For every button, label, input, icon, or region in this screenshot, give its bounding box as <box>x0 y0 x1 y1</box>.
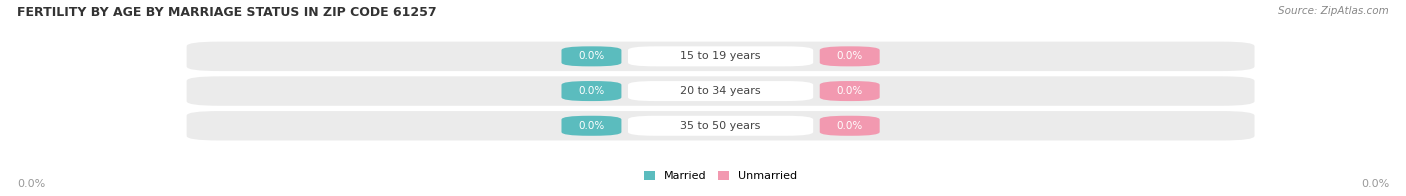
Text: Source: ZipAtlas.com: Source: ZipAtlas.com <box>1278 6 1389 16</box>
Text: FERTILITY BY AGE BY MARRIAGE STATUS IN ZIP CODE 61257: FERTILITY BY AGE BY MARRIAGE STATUS IN Z… <box>17 6 436 19</box>
FancyBboxPatch shape <box>628 81 813 101</box>
Text: 20 to 34 years: 20 to 34 years <box>681 86 761 96</box>
Text: 0.0%: 0.0% <box>578 51 605 61</box>
FancyBboxPatch shape <box>628 116 813 136</box>
FancyBboxPatch shape <box>820 116 880 136</box>
FancyBboxPatch shape <box>561 116 621 136</box>
FancyBboxPatch shape <box>628 46 813 66</box>
FancyBboxPatch shape <box>187 111 1254 141</box>
FancyBboxPatch shape <box>187 76 1254 106</box>
FancyBboxPatch shape <box>820 81 880 101</box>
FancyBboxPatch shape <box>187 42 1254 71</box>
Text: 15 to 19 years: 15 to 19 years <box>681 51 761 61</box>
Legend: Married, Unmarried: Married, Unmarried <box>644 171 797 181</box>
Text: 0.0%: 0.0% <box>1361 179 1389 189</box>
Text: 0.0%: 0.0% <box>578 121 605 131</box>
FancyBboxPatch shape <box>820 46 880 66</box>
FancyBboxPatch shape <box>561 81 621 101</box>
Text: 0.0%: 0.0% <box>837 86 863 96</box>
Text: 0.0%: 0.0% <box>837 51 863 61</box>
Text: 0.0%: 0.0% <box>17 179 45 189</box>
FancyBboxPatch shape <box>561 46 621 66</box>
Text: 0.0%: 0.0% <box>578 86 605 96</box>
Text: 0.0%: 0.0% <box>837 121 863 131</box>
Text: 35 to 50 years: 35 to 50 years <box>681 121 761 131</box>
